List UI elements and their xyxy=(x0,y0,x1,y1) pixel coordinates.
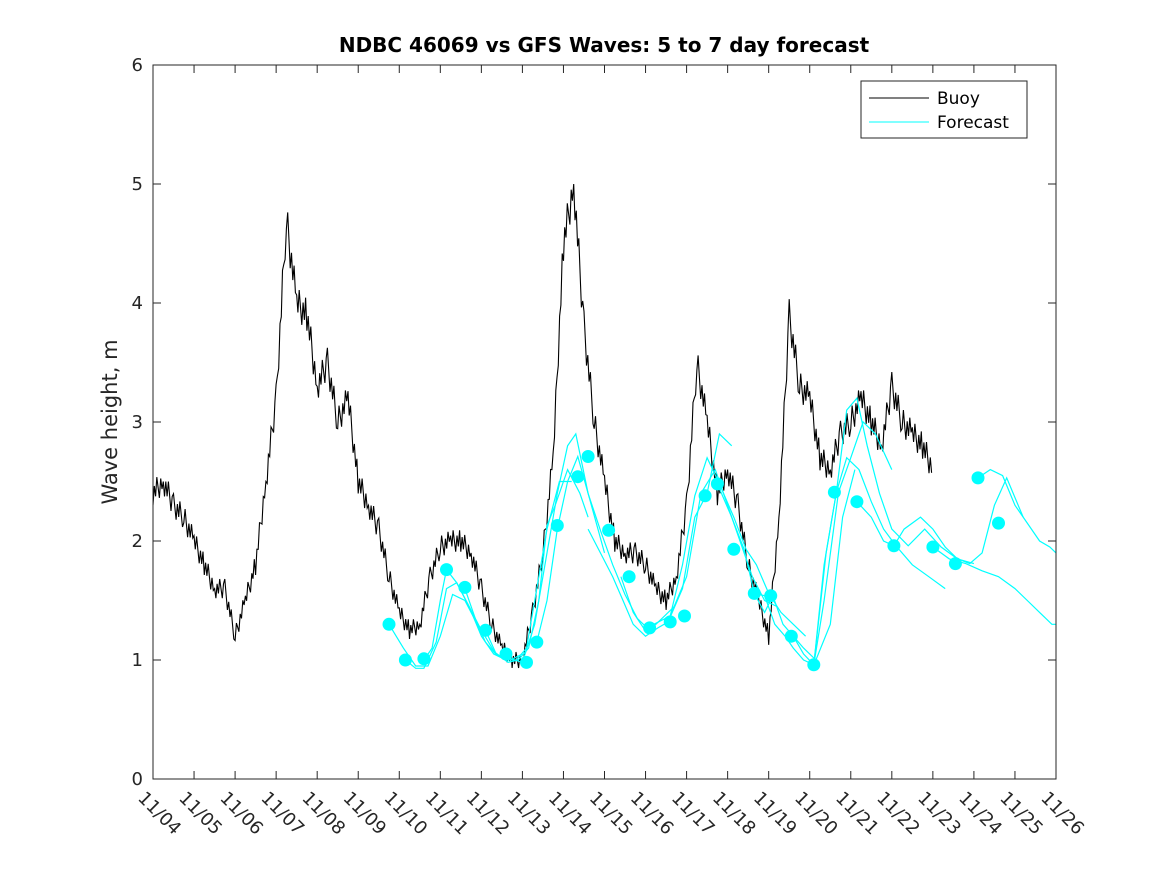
forecast-marker xyxy=(807,658,821,672)
forecast-series-line-15 xyxy=(856,476,1024,565)
forecast-series-line-11 xyxy=(716,469,856,662)
forecast-marker xyxy=(398,653,412,667)
forecast-series-line-10 xyxy=(669,456,807,637)
forecast-marker xyxy=(698,489,712,503)
forecast-marker xyxy=(530,635,544,649)
forecast-series-line-17 xyxy=(977,468,1057,554)
forecast-marker xyxy=(622,570,636,584)
forecast-marker xyxy=(827,485,841,499)
forecast-marker xyxy=(479,623,492,637)
forecast-marker xyxy=(602,523,616,537)
y-tick-label: 2 xyxy=(132,531,143,552)
forecast-marker xyxy=(440,563,453,577)
forecast-marker xyxy=(499,647,513,661)
marker-layer xyxy=(382,450,1005,672)
plot-area: 012345611/0411/0511/0611/0711/0811/0911/… xyxy=(132,55,1088,839)
chart-title: NDBC 46069 vs GFS Waves: 5 to 7 day fore… xyxy=(339,33,870,57)
forecast-marker xyxy=(850,495,864,509)
forecast-marker xyxy=(727,542,741,556)
y-tick-label: 1 xyxy=(132,650,143,671)
forecast-marker xyxy=(571,470,585,484)
forecast-marker xyxy=(520,655,533,669)
forecast-marker xyxy=(550,519,564,532)
forecast-marker xyxy=(971,471,985,485)
y-tick-label: 4 xyxy=(132,293,143,314)
y-tick-label: 6 xyxy=(132,55,143,76)
forecast-marker xyxy=(417,652,431,666)
y-tick-label: 5 xyxy=(132,174,143,195)
plot-background xyxy=(153,65,1056,779)
forecast-marker xyxy=(643,621,657,635)
forecast-marker xyxy=(747,586,761,600)
forecast-marker xyxy=(887,539,901,553)
y-tick-label: 3 xyxy=(132,412,143,433)
forecast-marker xyxy=(992,516,1005,530)
y-tick-label: 0 xyxy=(132,769,143,790)
legend-label-forecast: Forecast xyxy=(937,113,1009,133)
legend: Buoy Forecast xyxy=(860,80,1028,139)
forecast-marker xyxy=(458,580,472,594)
forecast-marker xyxy=(581,450,595,463)
legend-box xyxy=(860,80,1028,139)
forecast-marker xyxy=(948,557,962,571)
forecast-marker xyxy=(784,629,798,643)
forecast-marker xyxy=(663,615,677,629)
forecast-series-line-1 xyxy=(388,593,478,667)
forecast-marker xyxy=(764,589,778,603)
forecast-marker xyxy=(382,617,396,631)
forecast-marker xyxy=(926,540,940,554)
forecast-marker xyxy=(710,477,724,491)
legend-label-buoy: Buoy xyxy=(937,89,980,109)
y-axis-label: Wave height, m xyxy=(98,339,122,504)
forecast-marker xyxy=(678,609,691,623)
